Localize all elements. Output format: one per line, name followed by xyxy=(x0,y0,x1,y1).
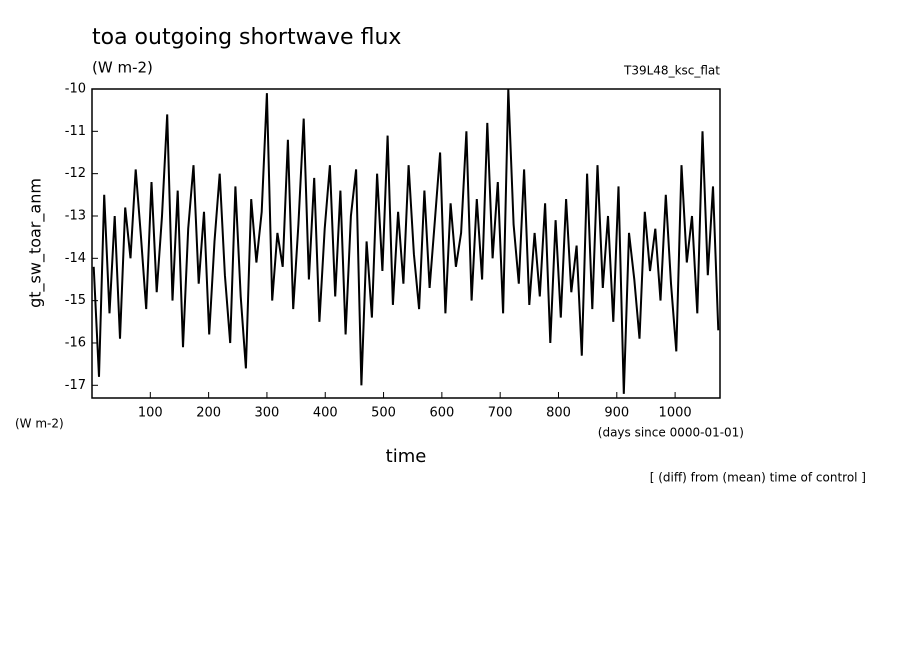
run-label: T39L48_ksc_flat xyxy=(623,64,720,78)
note: [ (diff) from (mean) time of control ] xyxy=(650,471,866,485)
data-line xyxy=(92,88,720,394)
x-tick-label: 300 xyxy=(255,406,280,421)
y-tick-label: -11 xyxy=(65,124,86,139)
x-axis-label: time xyxy=(386,446,427,467)
x-tick-label: 800 xyxy=(546,406,571,421)
x-tick-label: 700 xyxy=(488,406,513,421)
y-tick-label: -15 xyxy=(65,293,86,308)
y-tick-label: -13 xyxy=(65,208,86,223)
x-unit-label: (days since 0000-01-01) xyxy=(598,426,744,440)
y-tick-label: -12 xyxy=(65,166,86,181)
plot-frame xyxy=(91,88,721,399)
y-tick-label: -17 xyxy=(65,378,86,393)
y-unit-label: (W m-2) xyxy=(15,417,64,431)
x-tick-label: 100 xyxy=(138,406,163,421)
y-tick-label: -16 xyxy=(65,335,86,350)
y-axis-label: gt_sw_toar_anm xyxy=(26,178,46,308)
x-tick-label: 1000 xyxy=(659,406,692,421)
x-tick-label: 500 xyxy=(371,406,396,421)
y-tick-label: -10 xyxy=(65,82,86,97)
unit-label: (W m-2) xyxy=(92,59,153,77)
x-tick-label: 900 xyxy=(604,406,629,421)
x-tick-label: 600 xyxy=(429,406,454,421)
x-tick-label: 400 xyxy=(313,406,338,421)
chart-title: toa outgoing shortwave flux xyxy=(92,25,401,50)
x-tick-label: 200 xyxy=(196,406,221,421)
y-tick-label: -14 xyxy=(65,251,86,266)
